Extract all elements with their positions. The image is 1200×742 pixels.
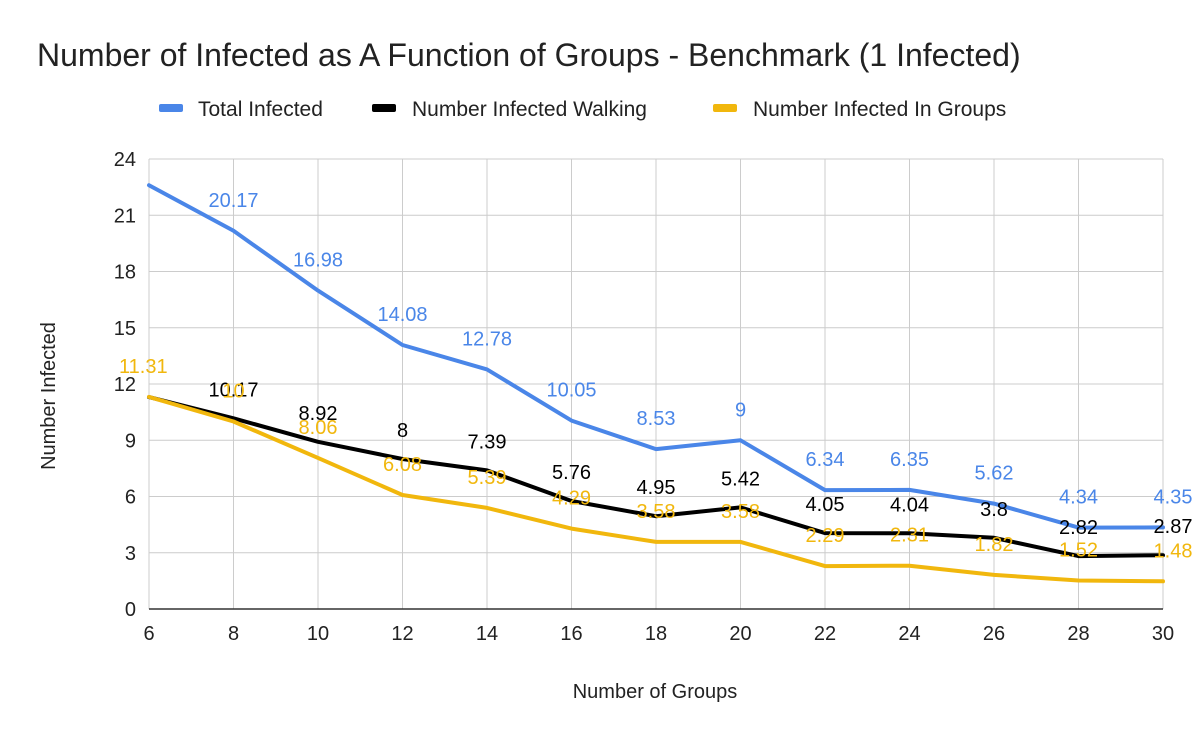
data-label-total-infected: 8.53 xyxy=(637,408,676,430)
x-tick-label: 14 xyxy=(476,623,498,645)
x-tick-label: 26 xyxy=(983,623,1005,645)
data-label-total-infected: 9 xyxy=(735,399,746,421)
data-label-number-infected-walking: 5.76 xyxy=(552,462,591,484)
x-tick-label: 22 xyxy=(814,623,836,645)
y-tick-label: 21 xyxy=(114,205,136,227)
legend-item-total-infected[interactable]: Total Infected xyxy=(159,98,323,121)
data-label-number-infected-walking: 2.87 xyxy=(1154,516,1193,538)
x-tick-label: 28 xyxy=(1067,623,1089,645)
legend-label-total-infected: Total Infected xyxy=(198,98,323,121)
data-label-number-infected-walking: 4.95 xyxy=(637,477,676,499)
data-label-number-infected-in-groups: 8.06 xyxy=(299,417,338,439)
data-label-total-infected: 12.78 xyxy=(462,328,512,350)
legend-item-number-infected-walking[interactable]: Number Infected Walking xyxy=(372,98,647,121)
x-axis-ticks: 6 8 10 12 14 16 18 20 22 24 26 28 30 xyxy=(143,623,1174,645)
data-label-number-infected-in-groups: 6.08 xyxy=(383,454,422,476)
x-tick-label: 6 xyxy=(143,623,154,645)
x-tick-label: 30 xyxy=(1152,623,1174,645)
data-label-total-infected: 20.17 xyxy=(208,190,258,212)
y-tick-label: 24 xyxy=(114,149,136,171)
x-tick-label: 24 xyxy=(898,623,920,645)
data-label-number-infected-walking: 8 xyxy=(397,420,408,442)
gridlines xyxy=(148,158,1164,609)
data-label-total-infected: 4.34 xyxy=(1059,487,1098,509)
data-label-number-infected-walking: 4.04 xyxy=(890,494,929,516)
y-tick-label: 12 xyxy=(114,374,136,396)
x-tick-label: 16 xyxy=(560,623,582,645)
legend-swatch-number-infected-in-groups xyxy=(713,104,737,112)
y-tick-label: 18 xyxy=(114,262,136,284)
data-label-total-infected: 6.34 xyxy=(806,449,845,471)
x-tick-label: 8 xyxy=(228,623,239,645)
series-line-number-infected-in-groups xyxy=(147,394,1165,584)
data-label-number-infected-in-groups: 10 xyxy=(222,381,244,403)
series-lines xyxy=(147,183,1165,584)
data-label-number-infected-walking: 7.39 xyxy=(468,431,507,453)
series-line-number-infected-walking xyxy=(147,395,1165,559)
data-label-number-infected-walking: 8.92 xyxy=(299,403,338,425)
data-label-number-infected-in-groups: 1.48 xyxy=(1154,540,1193,562)
data-label-number-infected-in-groups: 1.52 xyxy=(1059,540,1098,562)
data-labels: 20.17 16.98 14.08 12.78 10.05 8.53 9 6.34 6.35 5.… xyxy=(119,190,1192,562)
data-label-number-infected-walking: 2.82 xyxy=(1059,517,1098,539)
x-tick-label: 10 xyxy=(307,623,329,645)
data-label-total-infected: 5.62 xyxy=(975,463,1014,485)
data-label-number-infected-in-groups: 4.29 xyxy=(552,488,591,510)
series-line-total-infected xyxy=(147,183,1165,530)
data-label-number-infected-walking: 3.8 xyxy=(980,499,1008,521)
data-label-number-infected-walking: 10.17 xyxy=(208,379,258,401)
legend-item-number-infected-in-groups[interactable]: Number Infected In Groups xyxy=(713,98,1006,121)
legend: Total Infected Number Infected Walking N… xyxy=(159,98,1006,121)
legend-label-number-infected-in-groups: Number Infected In Groups xyxy=(753,98,1006,121)
data-label-total-infected: 14.08 xyxy=(377,304,427,326)
y-axis-label: Number Infected xyxy=(38,322,60,470)
legend-swatch-number-infected-walking xyxy=(372,104,396,112)
data-label-number-infected-in-groups: 2.31 xyxy=(890,525,929,547)
x-tick-label: 12 xyxy=(391,623,413,645)
chart-title: Number of Infected as A Function of Grou… xyxy=(37,37,1021,73)
y-tick-label: 0 xyxy=(125,599,136,621)
legend-swatch-total-infected xyxy=(159,104,183,112)
data-label-number-infected-in-groups: 1.82 xyxy=(975,534,1014,556)
x-tick-label: 18 xyxy=(645,623,667,645)
y-axis-ticks: 0 3 6 9 12 15 18 21 24 xyxy=(114,149,136,621)
y-tick-label: 6 xyxy=(125,487,136,509)
y-tick-label: 15 xyxy=(114,318,136,340)
data-label-number-infected-in-groups: 3.58 xyxy=(721,501,760,523)
y-tick-label: 3 xyxy=(125,543,136,565)
data-label-number-infected-in-groups: 11.31 xyxy=(119,356,168,378)
data-label-number-infected-in-groups: 3.58 xyxy=(637,501,676,523)
x-axis-label: Number of Groups xyxy=(573,681,738,703)
data-label-number-infected-in-groups: 5.39 xyxy=(468,467,507,489)
data-label-total-infected: 6.35 xyxy=(890,449,929,471)
data-label-number-infected-walking: 5.42 xyxy=(721,468,760,490)
data-label-number-infected-in-groups: 2.29 xyxy=(806,525,845,547)
data-label-number-infected-walking: 4.05 xyxy=(806,494,845,516)
y-tick-label: 9 xyxy=(125,430,136,452)
legend-label-number-infected-walking: Number Infected Walking xyxy=(412,98,647,121)
data-label-total-infected: 16.98 xyxy=(293,250,343,272)
data-label-total-infected: 4.35 xyxy=(1154,486,1193,508)
x-tick-label: 20 xyxy=(729,623,751,645)
data-label-total-infected: 10.05 xyxy=(546,380,596,402)
